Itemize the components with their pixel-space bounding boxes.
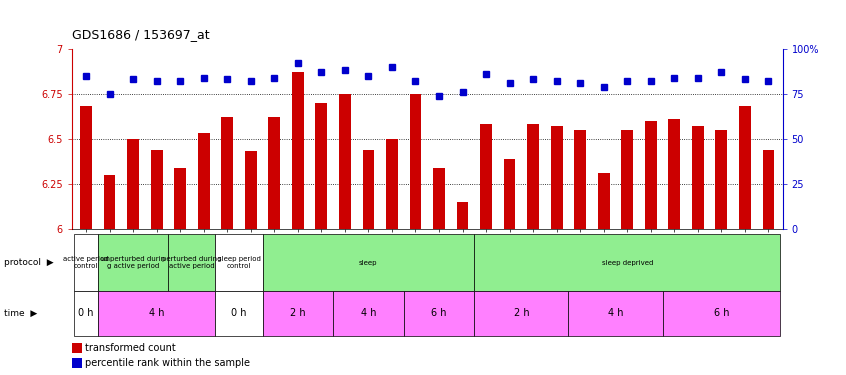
Text: 4 h: 4 h: [149, 308, 164, 318]
Bar: [503, 159, 515, 229]
Text: transformed count: transformed count: [85, 343, 175, 352]
Bar: [457, 202, 469, 229]
Bar: [168, 234, 216, 291]
Bar: [662, 291, 780, 336]
Bar: [216, 234, 262, 291]
Text: 0 h: 0 h: [231, 308, 247, 318]
Bar: [762, 150, 774, 229]
Text: 4 h: 4 h: [360, 308, 376, 318]
Bar: [222, 117, 233, 229]
Bar: [739, 106, 750, 229]
Bar: [692, 126, 704, 229]
Bar: [668, 119, 680, 229]
Text: time  ▶: time ▶: [4, 309, 37, 318]
Bar: [386, 139, 398, 229]
Bar: [316, 103, 327, 229]
Bar: [98, 291, 216, 336]
Bar: [104, 175, 115, 229]
Bar: [527, 124, 539, 229]
Bar: [198, 134, 210, 229]
Bar: [598, 173, 610, 229]
Bar: [174, 168, 186, 229]
Bar: [339, 94, 351, 229]
Bar: [216, 291, 262, 336]
Bar: [363, 150, 374, 229]
Bar: [262, 291, 333, 336]
Text: 0 h: 0 h: [79, 308, 94, 318]
Bar: [80, 106, 92, 229]
Bar: [244, 152, 256, 229]
Text: sleep deprived: sleep deprived: [602, 260, 653, 266]
Bar: [481, 124, 492, 229]
Bar: [74, 291, 98, 336]
Bar: [574, 130, 586, 229]
Text: 6 h: 6 h: [714, 308, 729, 318]
Text: 2 h: 2 h: [514, 308, 529, 318]
Bar: [475, 234, 780, 291]
Text: active period
control: active period control: [63, 256, 109, 269]
Bar: [569, 291, 662, 336]
Text: 4 h: 4 h: [607, 308, 624, 318]
Bar: [292, 72, 304, 229]
Bar: [74, 234, 98, 291]
Bar: [98, 234, 168, 291]
Bar: [645, 121, 656, 229]
Bar: [409, 94, 421, 229]
Text: GDS1686 / 153697_at: GDS1686 / 153697_at: [72, 28, 210, 41]
Text: unperturbed durin
g active period: unperturbed durin g active period: [101, 256, 165, 269]
Bar: [127, 139, 139, 229]
Bar: [551, 126, 563, 229]
Bar: [716, 130, 728, 229]
Bar: [151, 150, 162, 229]
Bar: [268, 117, 280, 229]
Text: sleep period
control: sleep period control: [217, 256, 261, 269]
Bar: [433, 168, 445, 229]
Text: sleep: sleep: [360, 260, 377, 266]
Text: 2 h: 2 h: [290, 308, 305, 318]
Text: percentile rank within the sample: percentile rank within the sample: [85, 358, 250, 368]
Bar: [404, 291, 475, 336]
Text: protocol  ▶: protocol ▶: [4, 258, 54, 267]
Bar: [475, 291, 569, 336]
Text: 6 h: 6 h: [431, 308, 447, 318]
Bar: [333, 291, 404, 336]
Text: perturbed during
active period: perturbed during active period: [162, 256, 222, 269]
Bar: [262, 234, 475, 291]
Bar: [621, 130, 633, 229]
